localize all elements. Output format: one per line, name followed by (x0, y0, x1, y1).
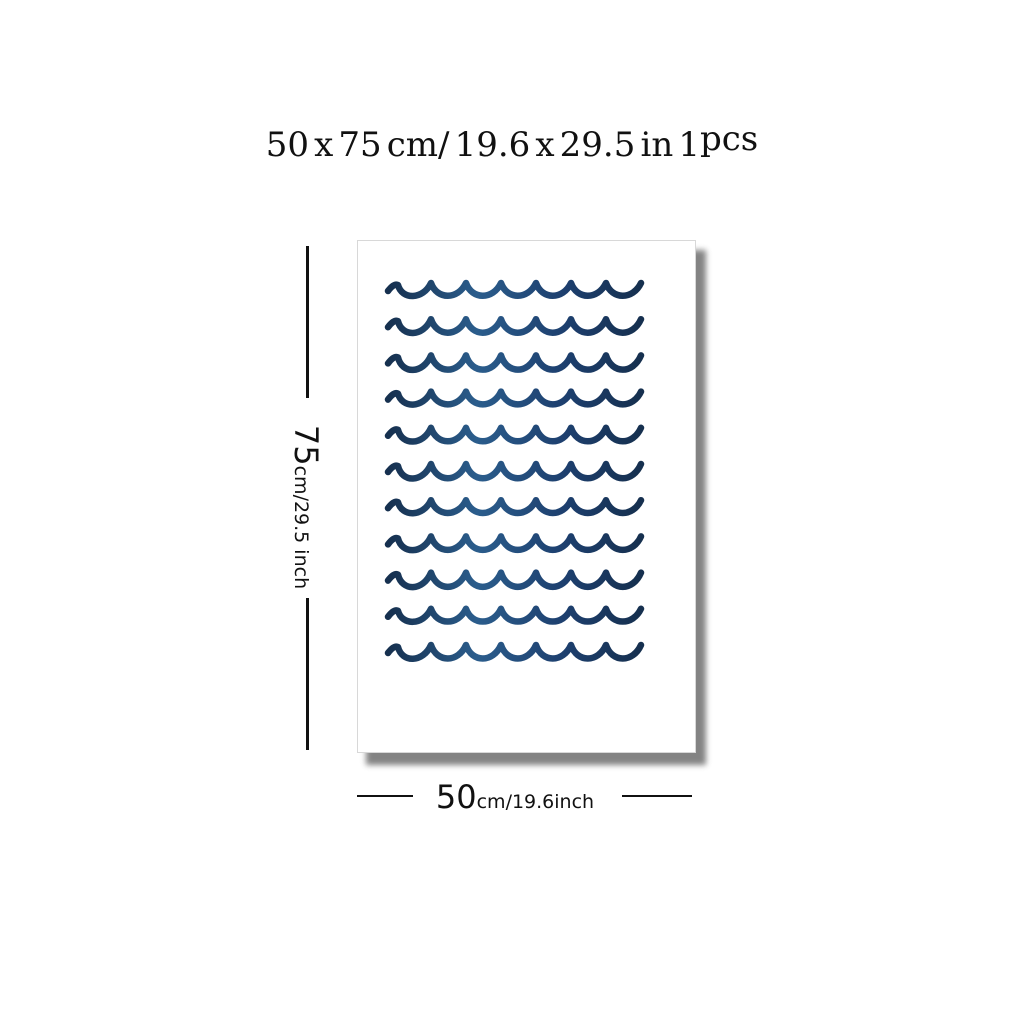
width-dimension-label: 50 cm/19.6inch (410, 778, 620, 816)
headline-inch-unit: in (640, 125, 674, 165)
wave-row (384, 460, 645, 482)
height-dimension-label: 75 cm/29.5 inch (287, 425, 325, 590)
canvas-print (358, 241, 695, 752)
wave-row (384, 279, 645, 300)
wave-row (384, 424, 645, 445)
width-dimension-line-right (622, 795, 692, 797)
size-headline: 50 x 75 cm/ 19.6 x 29.5 in 1pcs (0, 122, 1024, 165)
height-dimension-line-bottom (306, 598, 309, 750)
wave-row (384, 533, 645, 554)
width-dimension-unit: cm/19.6inch (476, 791, 595, 813)
width-dimension-value: 50 (435, 778, 477, 816)
wave-row (384, 352, 645, 374)
headline-width-inch: 19.6 (454, 125, 531, 165)
headline-width-value: 50 (265, 125, 310, 165)
width-dimension-line-left (357, 795, 413, 797)
height-dimension-value: 75 (287, 424, 325, 466)
wave-row (384, 605, 645, 626)
wave-row (384, 496, 645, 517)
wave-row (384, 569, 645, 591)
wave-artwork (384, 279, 645, 662)
headline-times: x (535, 125, 555, 165)
headline-quantity: 1 (678, 125, 700, 165)
height-dimension-line-top (306, 246, 309, 398)
wave-row (384, 315, 645, 337)
height-dimension-unit: cm/29.5 inch (290, 465, 312, 590)
wave-row (384, 641, 645, 662)
headline-cm-unit: cm/ (386, 125, 450, 165)
headline-times: x (314, 125, 334, 165)
headline-quantity-unit: pcs (699, 119, 759, 159)
wave-row (384, 388, 645, 408)
headline-height-value: 75 (338, 125, 382, 165)
headline-height-inch: 29.5 (559, 125, 636, 165)
